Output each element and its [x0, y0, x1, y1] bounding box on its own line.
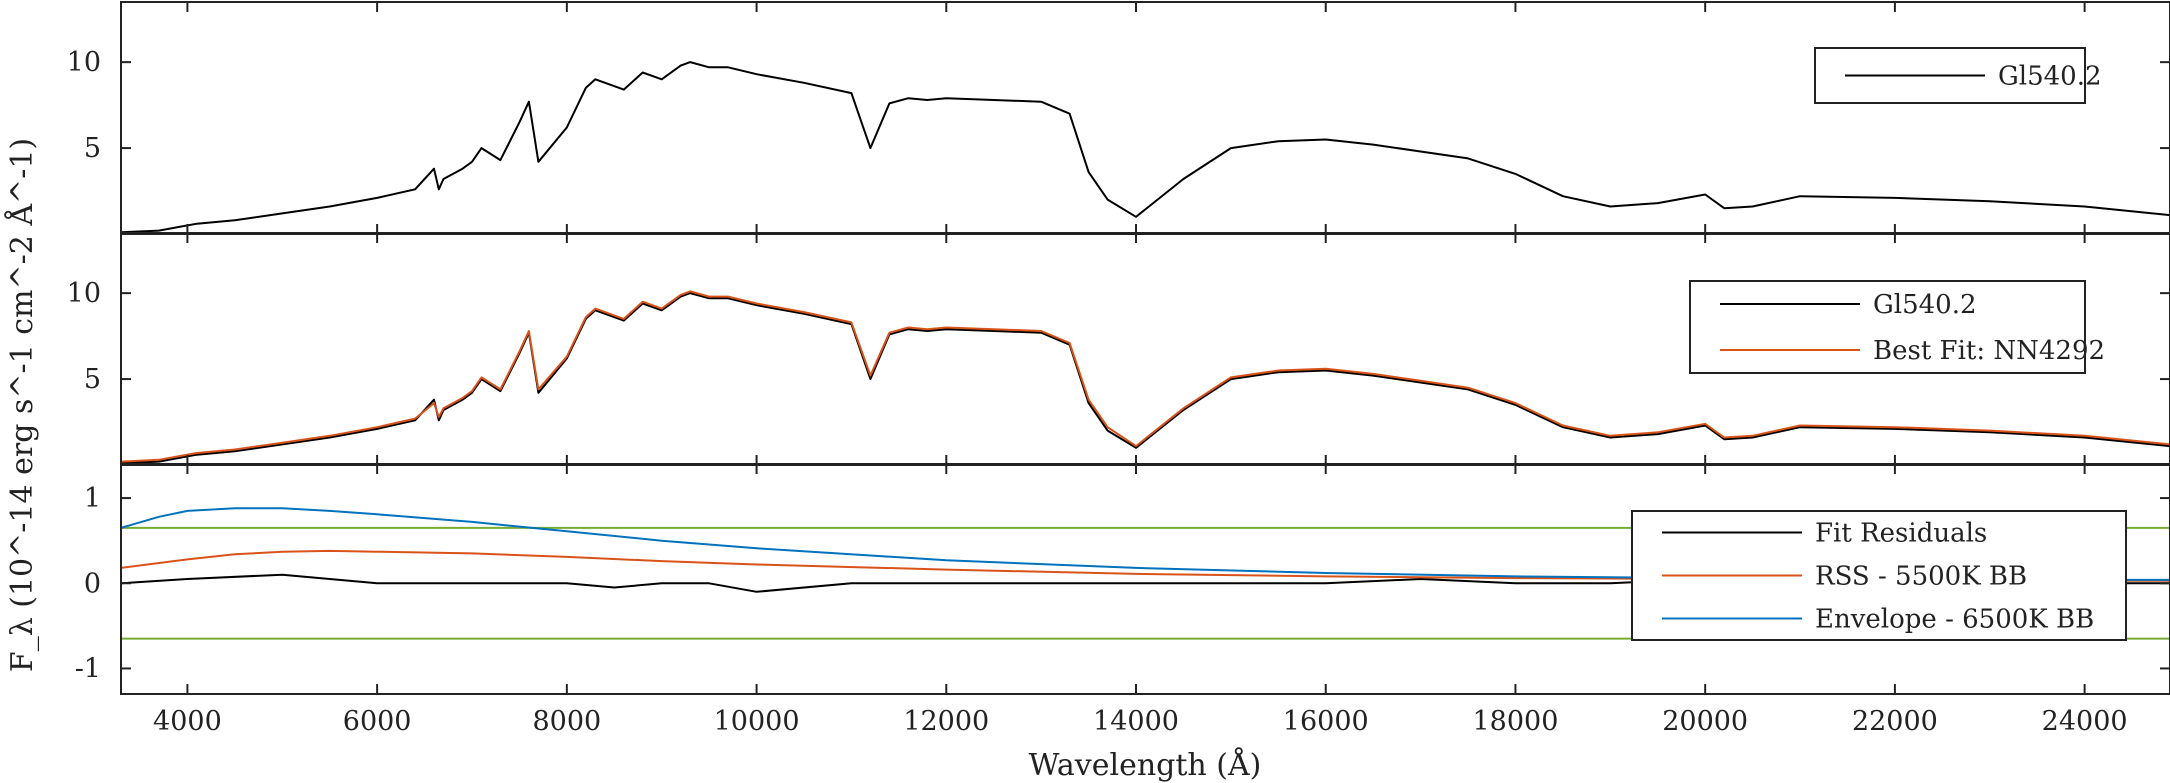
y-tick-label: 10	[67, 278, 101, 309]
x-tick-label: 8000	[532, 706, 601, 737]
x-tick-label: 14000	[1093, 706, 1179, 737]
y-tick-label: -1	[75, 653, 101, 684]
x-tick-label: 16000	[1283, 706, 1369, 737]
legend-label: Envelope - 6500K BB	[1815, 605, 2094, 635]
y-axis-label: F_λ (10^-14 erg s^-1 cm^-2 Å^-1)	[4, 138, 40, 672]
x-tick-label: 18000	[1473, 706, 1559, 737]
legend-label: Gl540.2	[1998, 62, 2102, 92]
x-tick-label: 4000	[153, 706, 222, 737]
legend-label: Gl540.2	[1873, 290, 1977, 320]
top-legend: Gl540.2	[1814, 47, 2102, 104]
y-tick-label: 0	[84, 568, 101, 599]
legend-box	[1689, 280, 2086, 374]
x-tick-label: 10000	[714, 706, 800, 737]
y-tick-label: 1	[84, 483, 101, 514]
top-panel: 5 10 Gl540.2	[67, 1, 2170, 235]
bottom-panel: -1 0 1 4000 6000 8000 10000 12000 14000 16000 180…	[75, 463, 2170, 737]
bottom-panel-frame	[120, 463, 2170, 695]
bottom-legend: Fit Residuals RSS - 5500K BB Envelope - 65…	[1631, 510, 2127, 641]
middle-legend: Gl540.2 Best Fit: NN4292	[1689, 280, 2105, 374]
legend-label: Best Fit: NN4292	[1873, 336, 2105, 366]
y-tick-label: 5	[84, 364, 101, 395]
y-tick-label: 10	[67, 47, 101, 78]
x-axis-label: Wavelength (Å)	[1029, 747, 1262, 783]
series-line-mid-1	[121, 292, 2170, 465]
top-panel-frame	[120, 1, 2170, 235]
x-tick-label: 24000	[2042, 706, 2128, 737]
series-line-top-1	[121, 61, 2170, 234]
y-tick-label: 5	[84, 133, 101, 164]
legend-label: Fit Residuals	[1815, 519, 1987, 549]
x-tick-label: 6000	[343, 706, 412, 737]
legend-label: RSS - 5500K BB	[1815, 562, 2027, 592]
middle-panel: 5 10 Gl540.2 Best Fit: NN4292	[67, 232, 2170, 466]
x-tick-label: 22000	[1852, 706, 1938, 737]
x-tick-label: 20000	[1662, 706, 1748, 737]
x-tick-label: 12000	[903, 706, 989, 737]
series-line-mid-2	[121, 290, 2170, 463]
